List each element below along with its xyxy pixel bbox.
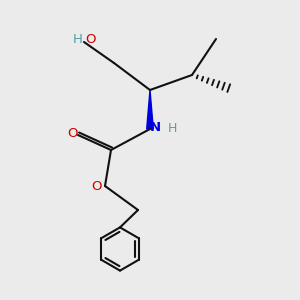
Text: H: H <box>73 33 82 46</box>
Text: O: O <box>85 33 96 46</box>
Polygon shape <box>147 90 153 129</box>
Text: N: N <box>150 121 161 134</box>
Text: H: H <box>168 122 177 136</box>
Text: O: O <box>67 127 78 140</box>
Text: O: O <box>91 179 102 193</box>
